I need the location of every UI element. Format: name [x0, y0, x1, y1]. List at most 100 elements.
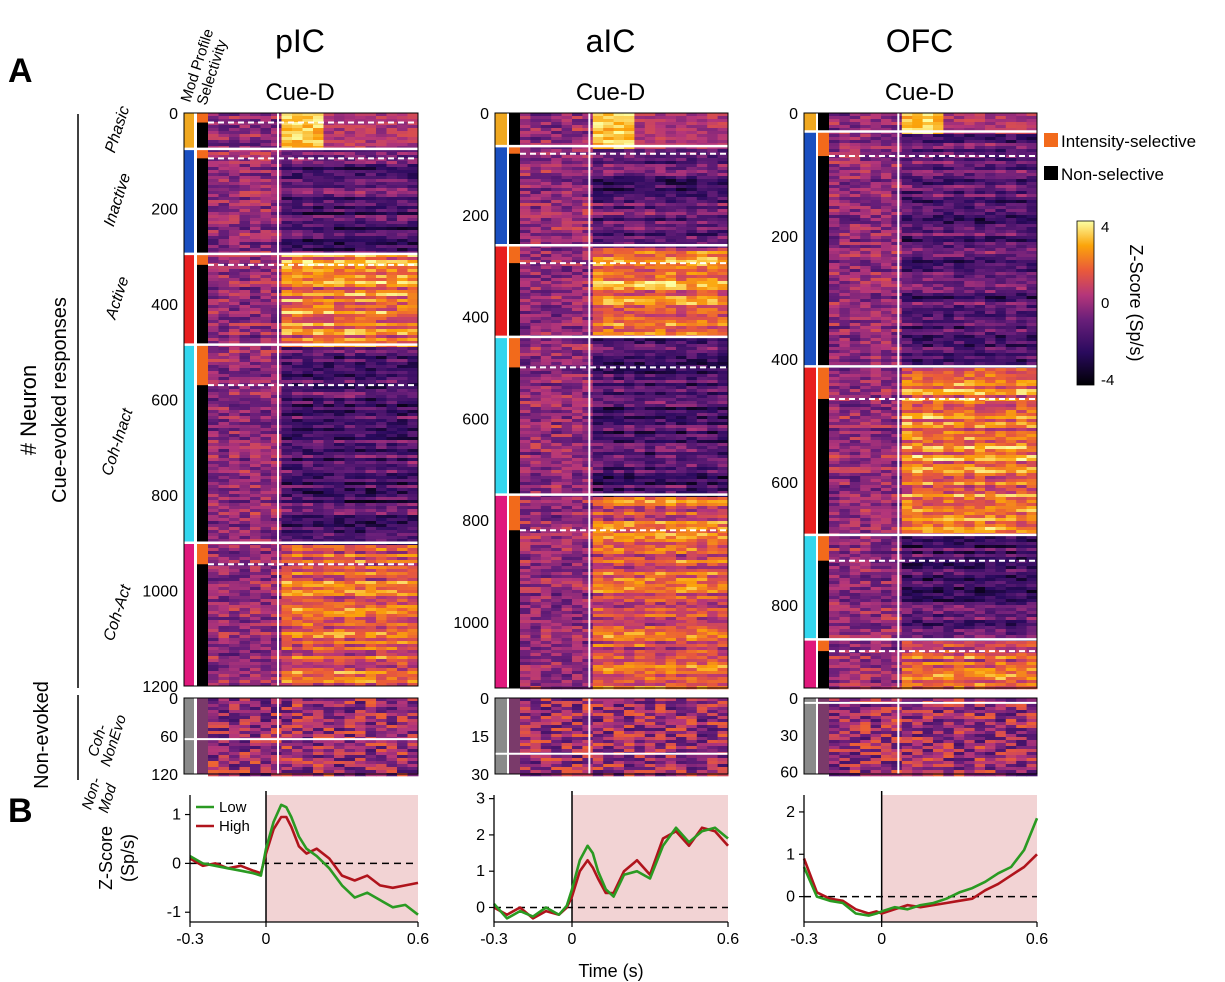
heatmap-cell: [271, 608, 282, 612]
heatmap-cell: [250, 548, 261, 552]
non-evoked-cell: [208, 713, 219, 717]
category-label: Phasic: [102, 104, 133, 155]
heatmap-cell: [355, 680, 366, 684]
heatmap-cell: [250, 512, 261, 516]
heatmap-cell: [229, 278, 240, 282]
non-evoked-cell: [334, 719, 345, 723]
heatmap-cell: [624, 194, 635, 198]
colorbar: [1076, 220, 1095, 386]
heatmap-cell: [344, 356, 356, 360]
heatmap-cell: [386, 590, 398, 594]
heatmap-cell: [365, 419, 377, 423]
heatmap-cell: [355, 275, 366, 279]
heatmap-cell: [676, 125, 687, 129]
heatmap-cell: [292, 437, 303, 441]
heatmap-cell: [313, 158, 324, 162]
heatmap-cell: [250, 659, 261, 663]
heatmap-cell: [323, 614, 335, 618]
heatmap-cell: [696, 173, 708, 177]
heatmap-cell: [355, 260, 366, 264]
heatmap-cell: [313, 185, 324, 189]
heatmap-cell: [561, 164, 573, 168]
non-evoked-cell: [208, 698, 219, 702]
heatmap-cell: [696, 182, 708, 186]
heatmap-cell: [355, 428, 366, 432]
heatmap-cell: [386, 233, 398, 237]
heatmap-cell: [644, 185, 656, 189]
heatmap-cell: [717, 122, 729, 126]
non-evoked-cell: [386, 746, 398, 750]
heatmap-cell: [239, 425, 251, 429]
heatmap-cell: [407, 134, 419, 138]
heatmap-cell: [229, 314, 240, 318]
heatmap-cell: [334, 350, 345, 354]
non-evoked-cell: [397, 734, 408, 738]
heatmap-cell: [344, 551, 356, 555]
heatmap-cell: [344, 449, 356, 453]
heatmap-cell: [302, 245, 314, 249]
non-evoked-cell: [260, 731, 272, 735]
non-evoked-cell: [281, 770, 293, 774]
heatmap-cell: [365, 455, 377, 459]
heatmap-cell: [334, 185, 345, 189]
heatmap-cell: [229, 365, 240, 369]
heatmap-cell: [271, 389, 282, 393]
heatmap-cell: [323, 530, 335, 534]
heatmap-cell: [572, 131, 583, 135]
heatmap-cell: [365, 299, 377, 303]
non-evoked-cell: [397, 716, 408, 720]
heatmap-cell: [208, 515, 219, 519]
heatmap-cell: [386, 185, 398, 189]
non-evoked-cell: [344, 773, 356, 777]
heatmap-cell: [551, 176, 563, 180]
non-evoked-cell: [281, 758, 293, 762]
heatmap-cell: [407, 260, 419, 264]
heatmap-cell: [292, 461, 303, 465]
heatmap-cell: [407, 350, 419, 354]
heatmap-cell: [281, 470, 293, 474]
heatmap-cell: [229, 404, 240, 408]
heatmap-cell: [407, 620, 419, 624]
heatmap-cell: [407, 290, 419, 294]
heatmap-cell: [292, 122, 303, 126]
heatmap-cell: [229, 470, 240, 474]
heatmap-cell: [208, 431, 219, 435]
heatmap-cell: [229, 452, 240, 456]
heatmap-cell: [239, 323, 251, 327]
heatmap-cell: [271, 185, 282, 189]
heatmap-cell: [551, 119, 563, 123]
heatmap-cell: [355, 557, 366, 561]
heatmap-cell: [271, 470, 282, 474]
heatmap-cell: [229, 620, 240, 624]
heatmap-y-tick: 1200: [142, 679, 178, 696]
non-evoked-cell: [376, 713, 387, 717]
heatmap-cell: [250, 335, 261, 339]
heatmap-cell: [281, 317, 293, 321]
heatmap-cell: [302, 212, 314, 216]
heatmap-cell: [260, 152, 272, 156]
heatmap-cell: [218, 164, 230, 168]
heatmap-cell: [334, 680, 345, 684]
heatmap-cell: [208, 323, 219, 327]
heatmap-cell: [239, 518, 251, 522]
heatmap-cell: [208, 152, 219, 156]
heatmap-cell: [250, 158, 261, 162]
heatmap-cell: [292, 194, 303, 198]
heatmap-cell: [260, 527, 272, 531]
heatmap-cell: [323, 548, 335, 552]
heatmap-cell: [218, 353, 230, 357]
heatmap-cell: [218, 239, 230, 243]
heatmap-cell: [281, 590, 293, 594]
heatmap-cell: [644, 179, 656, 183]
heatmap-cell: [355, 506, 366, 510]
heatmap-cell: [281, 197, 293, 201]
heatmap-cell: [323, 635, 335, 639]
heatmap-cell: [397, 128, 408, 132]
heatmap-cell: [260, 383, 272, 387]
heatmap-cell: [292, 557, 303, 561]
heatmap-cell: [292, 215, 303, 219]
heatmap-cell: [218, 626, 230, 630]
heatmap-cell: [397, 509, 408, 513]
heatmap-cell: [229, 656, 240, 660]
heatmap-cell: [323, 236, 335, 240]
